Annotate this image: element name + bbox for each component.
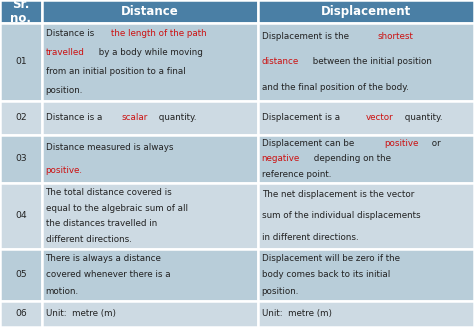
Text: The net displacement is the vector: The net displacement is the vector [262,190,414,199]
Text: There is always a distance: There is always a distance [46,254,161,263]
Bar [0,23,42,101]
Bar [258,23,474,101]
Text: Displacement is the: Displacement is the [262,32,351,41]
Bar [42,249,258,301]
Text: by a body while moving: by a body while moving [96,48,202,57]
Text: Sr.
no.: Sr. no. [10,0,31,25]
Text: travelled: travelled [46,48,84,57]
Text: from an initial position to a final: from an initial position to a final [46,67,185,76]
Bar [42,23,258,101]
Text: reference point.: reference point. [262,170,331,179]
Bar [258,135,474,183]
Text: the distances travelled in: the distances travelled in [46,219,157,228]
Text: Distance is a: Distance is a [46,113,105,122]
Text: quantity.: quantity. [156,113,196,122]
Text: 01: 01 [15,58,27,66]
Text: distance: distance [262,58,299,66]
Text: The total distance covered is: The total distance covered is [46,188,172,197]
Text: Displacement will be zero if the: Displacement will be zero if the [262,254,400,263]
Bar [0,135,42,183]
Text: 05: 05 [15,270,27,280]
Bar [42,183,258,249]
Text: or: or [428,139,440,148]
Text: depending on the: depending on the [311,154,391,164]
Text: 06: 06 [15,309,27,318]
Bar [258,301,474,327]
Text: vector: vector [366,113,394,122]
Text: between the initial position: between the initial position [310,58,432,66]
Text: Unit:  metre (m): Unit: metre (m) [46,309,116,318]
Text: quantity.: quantity. [402,113,442,122]
Bar [0,301,42,327]
Text: negative: negative [262,154,300,164]
Text: Displacement: Displacement [321,5,411,18]
Text: sum of the individual displacements: sum of the individual displacements [262,212,420,220]
Text: different directions.: different directions. [46,235,131,244]
Text: scalar: scalar [122,113,148,122]
Text: Unit:  metre (m): Unit: metre (m) [262,309,332,318]
Bar [258,249,474,301]
Bar [258,0,474,23]
Text: Displacement can be: Displacement can be [262,139,356,148]
Text: position.: position. [46,86,83,95]
Text: equal to the algebraic sum of all: equal to the algebraic sum of all [46,203,188,213]
Bar [0,0,42,23]
Bar [42,301,258,327]
Text: body comes back to its initial: body comes back to its initial [262,270,390,280]
Text: 03: 03 [15,154,27,164]
Text: position.: position. [262,287,299,296]
Text: 04: 04 [15,212,27,220]
Text: covered whenever there is a: covered whenever there is a [46,270,170,280]
Bar [258,101,474,135]
Text: positive: positive [384,139,419,148]
Text: positive.: positive. [46,166,82,175]
Bar [42,135,258,183]
Text: 02: 02 [15,113,27,122]
Bar [42,101,258,135]
Bar [0,183,42,249]
Bar [258,183,474,249]
Bar [0,101,42,135]
Text: in different directions.: in different directions. [262,232,358,242]
Text: Distance measured is always: Distance measured is always [46,143,173,152]
Text: shortest: shortest [377,32,413,41]
Text: and the final position of the body.: and the final position of the body. [262,82,409,92]
Bar [0,249,42,301]
Bar [42,0,258,23]
Text: Displacement is a: Displacement is a [262,113,343,122]
Text: motion.: motion. [46,287,79,296]
Text: Distance: Distance [121,5,179,18]
Text: the length of the path: the length of the path [111,29,207,38]
Text: Distance is: Distance is [46,29,97,38]
